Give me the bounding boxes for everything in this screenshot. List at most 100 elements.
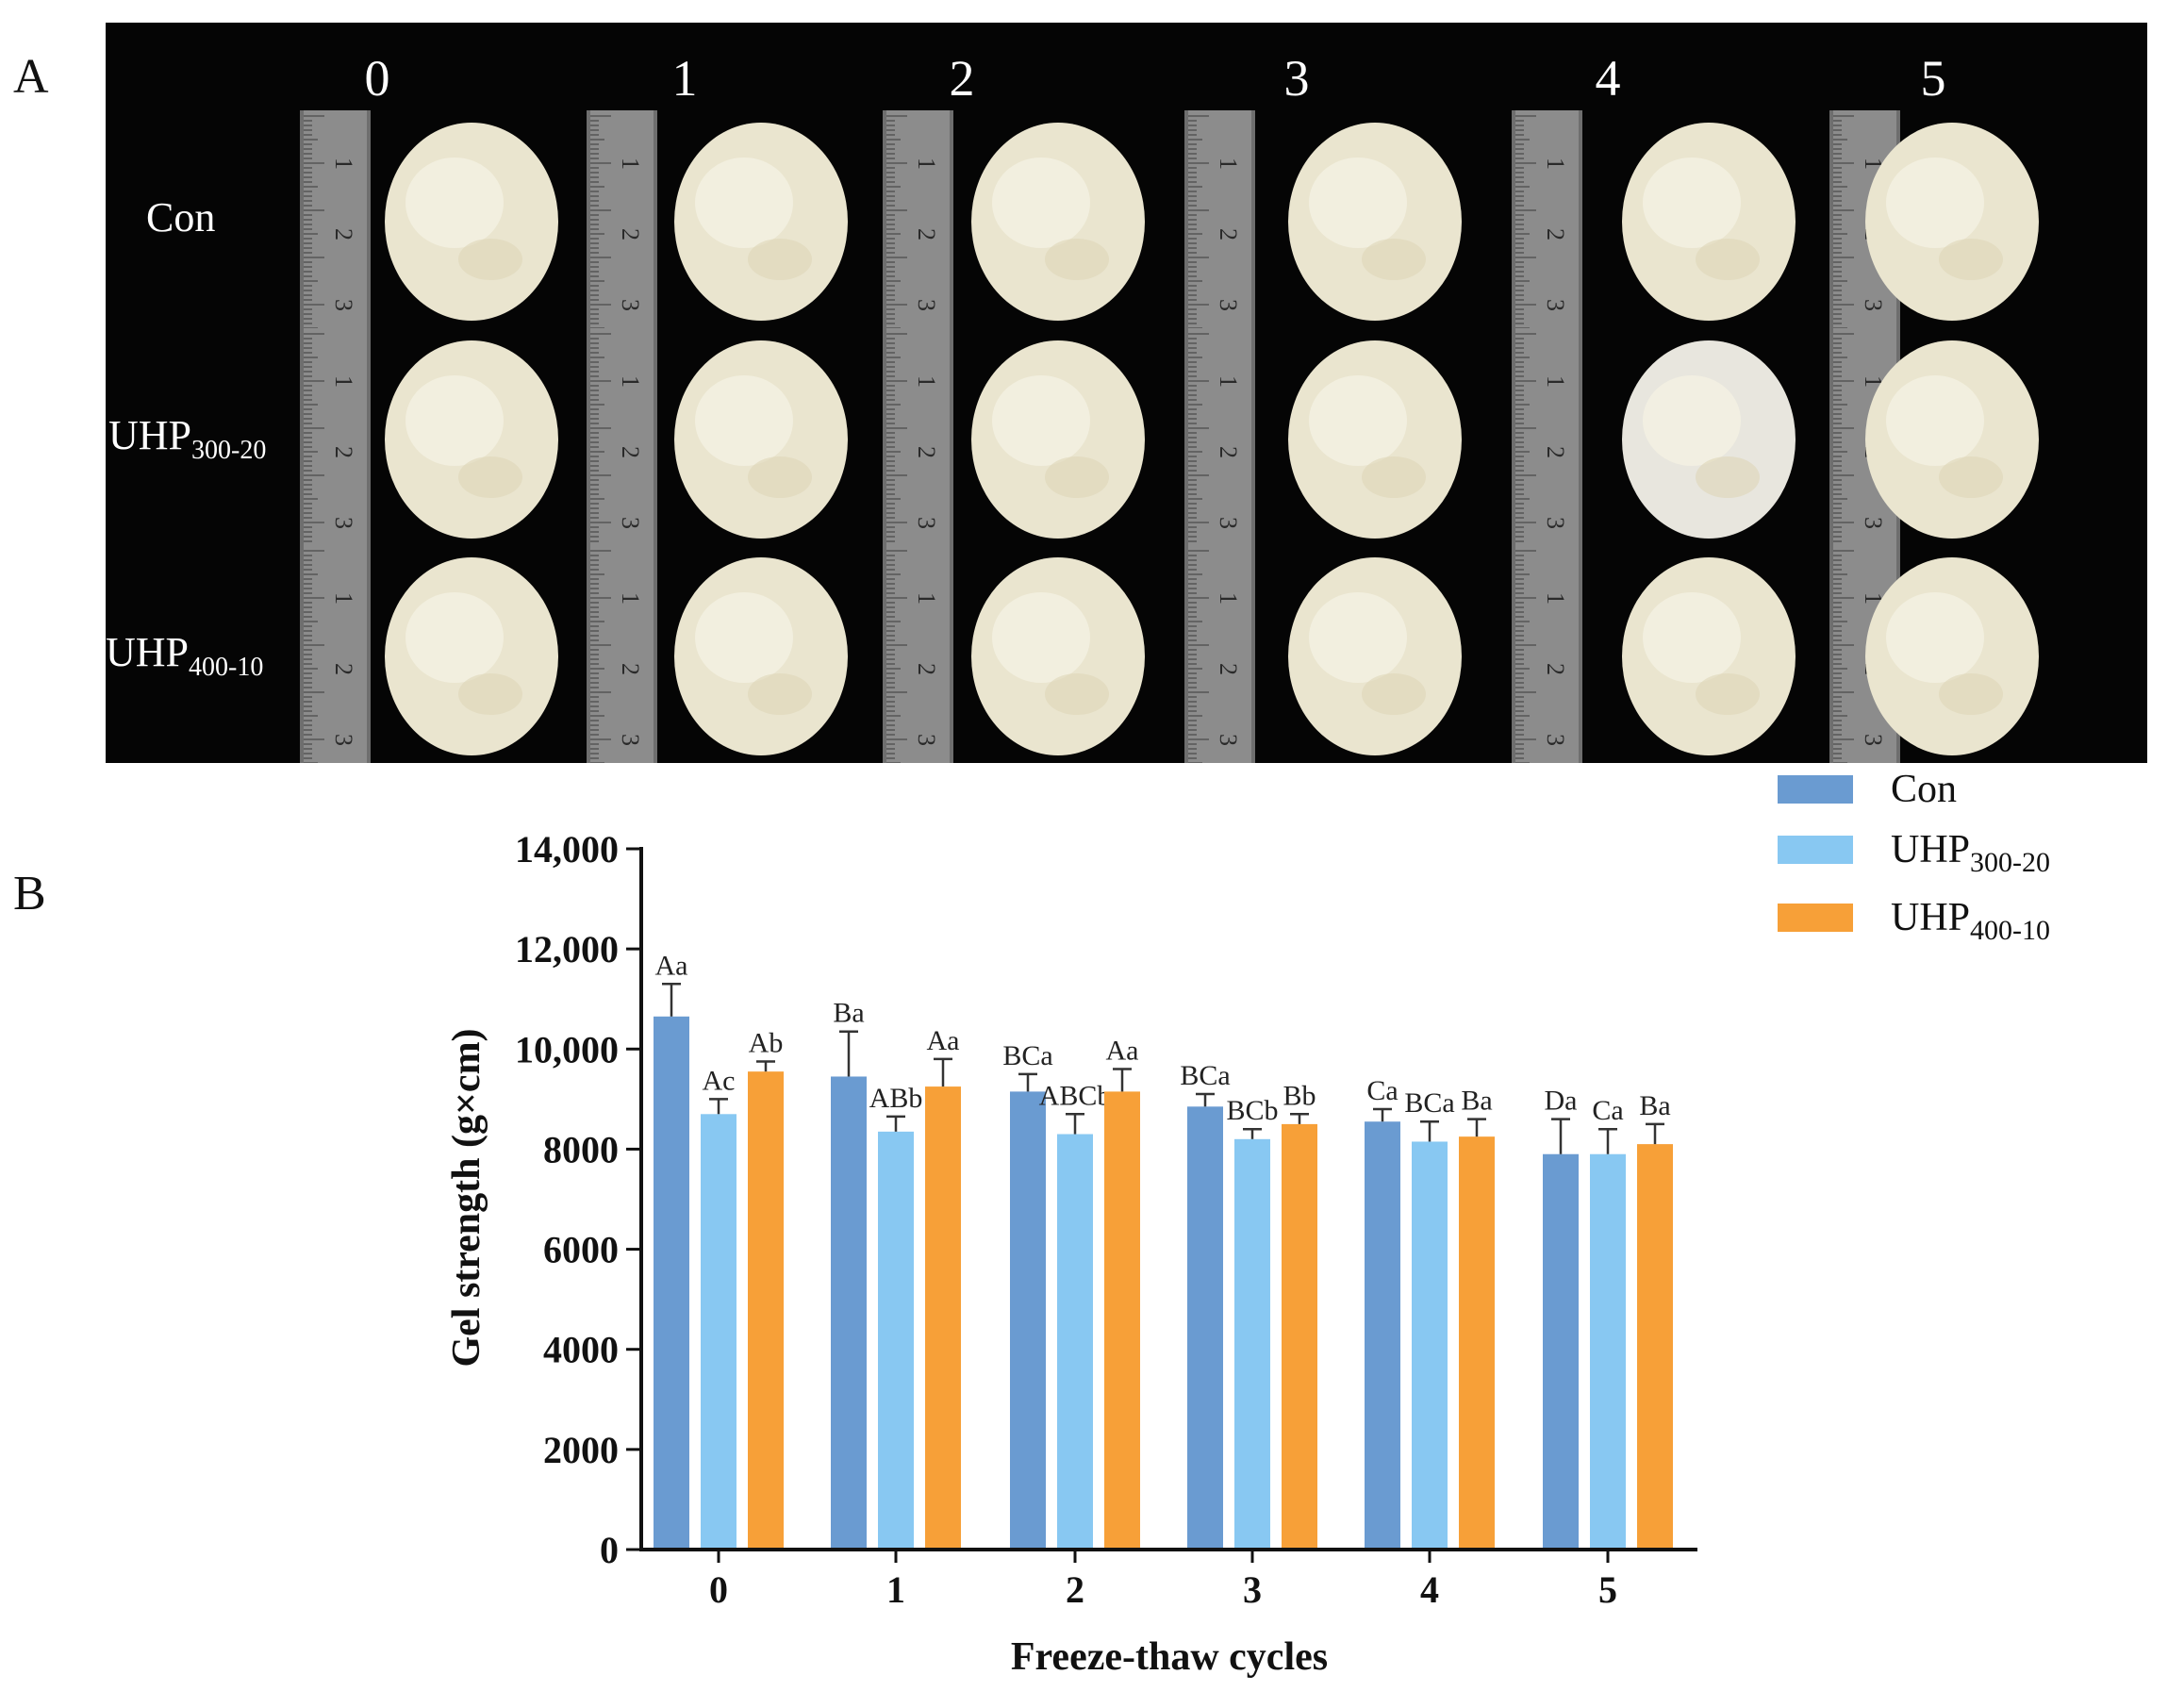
ruler-tick-label: 2	[617, 446, 644, 458]
significance-label: Aa	[1106, 1036, 1139, 1067]
ruler: 1 2 3	[1512, 110, 1582, 333]
legend-swatch	[1778, 904, 1853, 932]
ruler-tick-label: 3	[913, 299, 940, 311]
bar	[1590, 1153, 1626, 1550]
gel-sample	[674, 123, 848, 321]
gel-sample	[674, 557, 848, 755]
panel-a-label: A	[13, 50, 49, 104]
ruler-tick-label: 3	[617, 734, 644, 746]
gel-sample	[1865, 123, 2039, 321]
ruler-tick-label: 2	[1215, 446, 1242, 458]
significance-label: Ba	[1639, 1090, 1670, 1121]
significance-label: ABb	[869, 1083, 923, 1114]
ruler: 1 2 3	[1512, 328, 1582, 551]
ruler-tick-label: 1	[1215, 375, 1242, 388]
ruler-tick-label: 2	[1542, 663, 1569, 675]
y-tick-label: 10,000	[515, 1028, 619, 1070]
legend-label: Con	[1891, 768, 1957, 811]
photo-column-label: 1	[671, 50, 698, 107]
significance-label: Ab	[749, 1028, 784, 1059]
ruler: 1 2 3	[300, 328, 371, 551]
x-tick-label: 3	[1243, 1568, 1262, 1611]
bar	[1282, 1123, 1317, 1550]
photo-column-label: 5	[1920, 50, 1946, 107]
bar	[1104, 1091, 1140, 1550]
significance-label: Ac	[703, 1065, 736, 1096]
gel-sample	[385, 340, 558, 539]
ruler-tick-label: 3	[330, 517, 357, 529]
legend-label-subscript: 300-20	[1970, 847, 2050, 878]
photo-column-label: 4	[1595, 50, 1621, 107]
ruler-tick-label: 1	[913, 375, 940, 388]
ruler-tick-label: 1	[913, 158, 940, 170]
bar	[1234, 1138, 1270, 1550]
ruler-tick-label: 2	[330, 228, 357, 240]
significance-label: Aa	[655, 950, 688, 981]
ruler-tick-label: 1	[617, 592, 644, 605]
ruler-tick-label: 3	[330, 734, 357, 746]
ruler-tick-label: 2	[617, 663, 644, 675]
y-axis-title: Gel strength (g×cm)	[445, 1028, 488, 1367]
gel-sample	[674, 340, 848, 539]
ruler-tick-label: 3	[1215, 517, 1242, 529]
bar	[748, 1071, 784, 1550]
ruler: 1 2 3	[587, 328, 657, 551]
significance-label: Bb	[1283, 1080, 1316, 1111]
bar	[1459, 1136, 1495, 1550]
ruler: 1 2 3	[883, 545, 953, 763]
legend-label: UHP300-20	[1891, 828, 2050, 878]
gel-sample	[971, 123, 1145, 321]
legend-swatch	[1778, 836, 1853, 864]
bar	[654, 1016, 689, 1550]
significance-label: ABCb	[1039, 1080, 1112, 1111]
gel-sample	[1288, 557, 1462, 755]
x-tick-label: 2	[1066, 1568, 1084, 1611]
ruler-tick-label: 2	[1215, 663, 1242, 675]
bar	[1057, 1134, 1093, 1550]
bar	[878, 1131, 914, 1550]
significance-label: Da	[1545, 1086, 1578, 1117]
significance-label: BCb	[1226, 1095, 1278, 1126]
gel-sample	[1622, 340, 1796, 539]
x-tick-label: 5	[1598, 1568, 1617, 1611]
ruler-tick-label: 1	[1542, 375, 1569, 388]
y-tick-label: 8000	[543, 1128, 619, 1170]
y-tick-label: 6000	[543, 1229, 619, 1271]
gel-sample	[385, 123, 558, 321]
legend-label: UHP400-10	[1891, 896, 2050, 946]
significance-label: BCa	[1404, 1087, 1454, 1119]
significance-label: Aa	[927, 1025, 960, 1056]
ruler-tick-label: 1	[330, 158, 357, 170]
ruler-tick-label: 2	[1215, 228, 1242, 240]
ruler-tick-label: 3	[1542, 517, 1569, 529]
ruler-tick-label: 3	[617, 299, 644, 311]
ruler-tick-label: 3	[1860, 517, 1887, 529]
bar	[1187, 1106, 1223, 1550]
gel-sample	[1865, 340, 2039, 539]
ruler-tick-label: 1	[1215, 158, 1242, 170]
ruler: 1 2 3	[1184, 328, 1255, 551]
ruler-tick-label: 3	[1542, 299, 1569, 311]
sample-photo-drawing: 1231231231231231231231231231231231231231…	[300, 110, 2039, 763]
gel-sample	[1622, 557, 1796, 755]
legend-label-subscript: 400-10	[1970, 915, 2050, 946]
ruler-tick-label: 1	[1542, 158, 1569, 170]
bar	[701, 1114, 736, 1550]
x-tick-label: 0	[709, 1568, 728, 1611]
photo-column-label: 0	[364, 50, 390, 107]
ruler: 1 2 3	[300, 110, 371, 333]
significance-label: Ca	[1366, 1075, 1398, 1106]
ruler-tick-label: 1	[330, 375, 357, 388]
bar	[1543, 1153, 1579, 1550]
ruler-tick-label: 2	[1542, 446, 1569, 458]
bar	[925, 1086, 961, 1550]
y-tick-label: 14,000	[515, 828, 619, 871]
bar	[1412, 1141, 1448, 1550]
ruler-tick-label: 3	[1542, 734, 1569, 746]
ruler: 1 2 3	[883, 110, 953, 333]
ruler: 1 2 3	[1512, 545, 1582, 763]
bar	[1637, 1144, 1673, 1550]
ruler-tick-label: 3	[617, 517, 644, 529]
ruler-tick-label: 1	[617, 158, 644, 170]
